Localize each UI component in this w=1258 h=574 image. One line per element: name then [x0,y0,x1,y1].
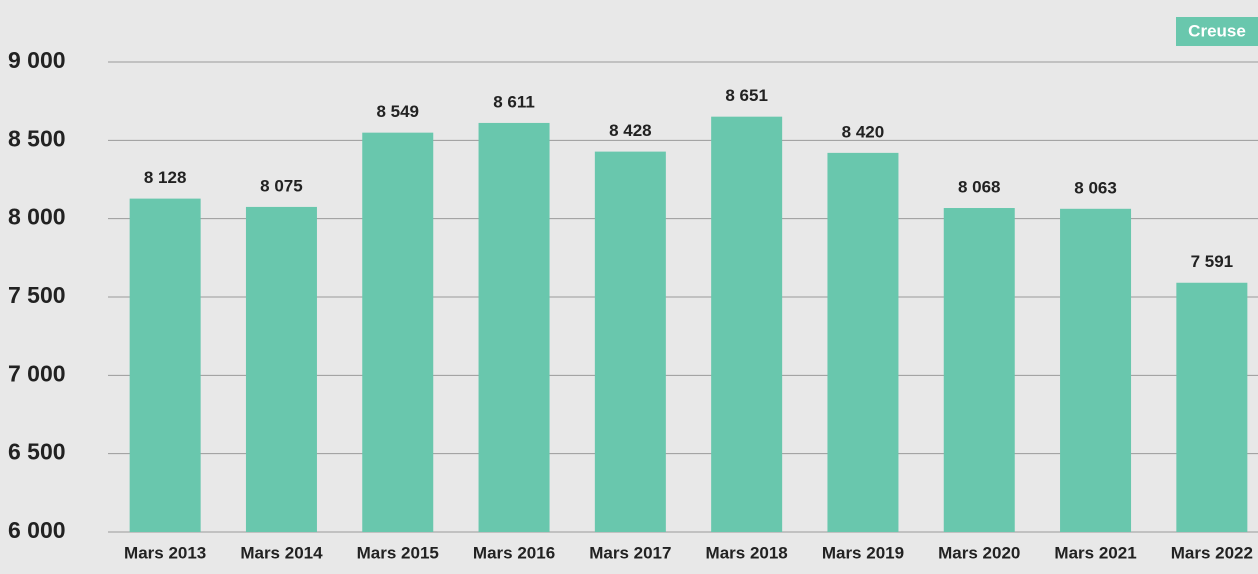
x-tick-label: Mars 2017 [589,543,671,562]
y-tick-label: 8 000 [8,204,66,230]
value-label: 8 063 [1074,178,1117,197]
y-tick-label: 8 500 [8,125,66,151]
value-label: 8 549 [376,102,419,121]
x-tick-label: Mars 2015 [357,543,439,562]
bar [362,132,434,532]
y-tick-label: 6 000 [8,517,66,543]
x-tick-label: Mars 2020 [938,543,1020,562]
x-tick-label: Mars 2019 [822,543,904,562]
y-tick-label: 9 000 [8,47,66,73]
value-label: 7 591 [1191,252,1234,271]
x-tick-label: Mars 2016 [473,543,555,562]
bar [594,151,666,532]
bar [711,116,783,532]
bar [129,198,201,532]
bar [1060,208,1132,532]
y-tick-label: 6 500 [8,439,66,465]
value-label: 8 068 [958,177,1001,196]
bar [943,208,1015,532]
value-label: 8 428 [609,121,652,140]
bar [827,152,899,532]
x-tick-label: Mars 2014 [240,543,323,562]
bar [478,122,550,533]
bar [245,206,317,532]
x-tick-label: Mars 2021 [1054,543,1136,562]
value-label: 8 651 [725,86,768,105]
value-label: 8 128 [144,168,187,187]
bar [1176,282,1248,532]
x-tick-label: Mars 2018 [706,543,788,562]
value-label: 8 075 [260,176,303,195]
x-tick-label: Mars 2013 [124,543,206,562]
y-tick-label: 7 500 [8,282,66,308]
legend-label: Creuse [1188,21,1246,40]
value-label: 8 420 [842,122,885,141]
x-tick-label: Mars 2022 [1171,543,1253,562]
value-label: 8 611 [493,92,535,111]
legend-swatch [1176,17,1258,46]
y-tick-label: 7 000 [8,360,66,386]
